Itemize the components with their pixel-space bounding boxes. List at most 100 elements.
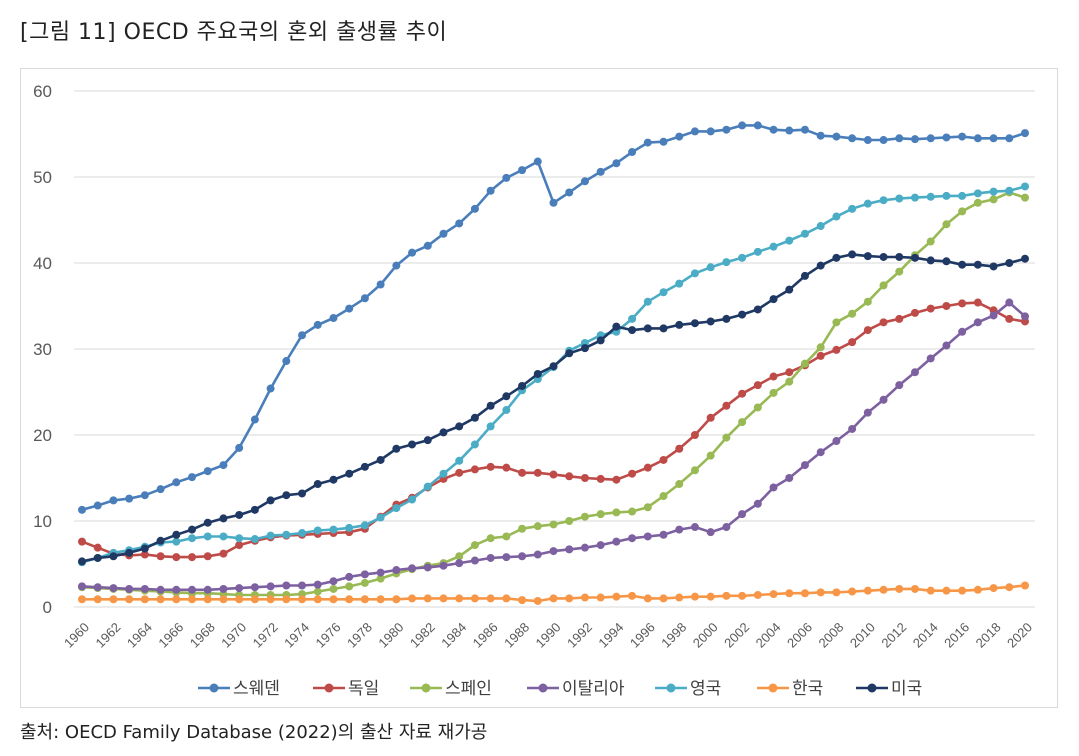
- data-point: [345, 469, 354, 478]
- data-point: [1005, 314, 1014, 323]
- data-point: [800, 125, 809, 134]
- data-point: [266, 496, 275, 505]
- data-point: [722, 401, 731, 410]
- data-point: [738, 253, 747, 262]
- data-point: [832, 253, 841, 262]
- data-point: [345, 304, 354, 313]
- data-point: [470, 541, 479, 550]
- data-point: [235, 510, 244, 519]
- data-point: [753, 403, 762, 412]
- data-point: [989, 134, 998, 143]
- x-tick-label: 1962: [92, 620, 123, 651]
- data-point: [486, 186, 495, 195]
- data-point: [628, 148, 637, 157]
- x-tick-label: 2002: [721, 620, 752, 651]
- data-point: [832, 437, 841, 446]
- legend-marker: [666, 683, 676, 693]
- data-point: [533, 550, 542, 559]
- data-point: [926, 237, 935, 246]
- x-tick-label: 1988: [501, 620, 532, 651]
- data-point: [973, 318, 982, 327]
- data-point: [816, 588, 825, 597]
- legend-item-3: 스페인: [410, 679, 492, 699]
- data-point: [518, 166, 527, 175]
- series-line: [81, 301, 1026, 592]
- legend-item-5: 영국: [655, 679, 721, 699]
- x-tick-label: 1970: [218, 620, 249, 651]
- data-point: [266, 531, 275, 540]
- data-point: [926, 354, 935, 363]
- data-point: [549, 520, 558, 529]
- data-point: [596, 167, 605, 176]
- data-point: [470, 440, 479, 449]
- data-point: [895, 194, 904, 203]
- data-point: [832, 588, 841, 597]
- data-point: [219, 514, 228, 523]
- data-point: [502, 392, 511, 401]
- legend-label: 스페인: [445, 679, 492, 699]
- data-point: [659, 288, 668, 297]
- data-point: [486, 553, 495, 562]
- data-point: [533, 596, 542, 605]
- x-tick-label: 1964: [124, 620, 155, 651]
- data-point: [455, 422, 464, 431]
- data-point: [738, 510, 747, 519]
- x-tick-label: 1978: [344, 620, 375, 651]
- x-tick-label: 2014: [910, 620, 941, 651]
- data-point: [93, 501, 102, 510]
- data-point: [879, 196, 888, 205]
- data-point: [392, 566, 401, 575]
- data-point: [1005, 259, 1014, 267]
- data-point: [78, 595, 86, 604]
- data-point: [360, 462, 369, 471]
- data-point: [596, 510, 605, 519]
- x-tick-label: 1990: [533, 620, 564, 651]
- data-point: [156, 485, 165, 494]
- data-point: [769, 388, 778, 397]
- x-tick-label: 1968: [187, 620, 218, 651]
- data-point: [879, 252, 888, 261]
- data-point: [439, 561, 448, 570]
- data-point: [973, 585, 982, 594]
- y-tick-label: 50: [33, 168, 52, 187]
- data-point: [958, 327, 967, 336]
- data-point: [879, 318, 888, 327]
- y-tick-label: 60: [33, 82, 52, 101]
- data-point: [219, 461, 228, 470]
- x-tick-label: 2006: [784, 620, 815, 651]
- legend-marker: [421, 683, 431, 693]
- legend-label: 한국: [792, 679, 823, 699]
- data-point: [675, 132, 684, 141]
- data-point: [753, 499, 762, 508]
- data-point: [78, 537, 86, 546]
- data-point: [580, 344, 589, 353]
- data-point: [738, 121, 747, 130]
- data-point: [800, 461, 809, 470]
- data-point: [832, 212, 841, 221]
- legend-item-6: 한국: [757, 679, 823, 699]
- data-point: [408, 248, 417, 257]
- data-point: [172, 595, 181, 604]
- data-point: [832, 132, 841, 141]
- data-point: [266, 595, 275, 604]
- data-point: [470, 204, 479, 213]
- x-tick-label: 1980: [375, 620, 406, 651]
- data-point: [580, 593, 589, 602]
- data-point: [329, 314, 338, 323]
- legend: 스웨덴 독일 스페인 이탈리아 영국 한국 미국: [198, 679, 922, 699]
- data-point: [423, 594, 432, 603]
- data-point: [93, 553, 102, 562]
- data-point: [690, 466, 699, 475]
- data-point: [596, 474, 605, 483]
- data-point: [486, 422, 495, 431]
- data-point: [989, 195, 998, 204]
- data-point: [800, 589, 809, 598]
- data-point: [565, 349, 574, 358]
- data-point: [926, 256, 935, 265]
- legend-marker: [538, 683, 548, 693]
- data-point: [785, 126, 794, 135]
- data-point: [188, 585, 197, 594]
- y-tick-label: 30: [33, 340, 52, 359]
- data-point: [722, 125, 731, 134]
- y-tick-label: 40: [33, 254, 52, 273]
